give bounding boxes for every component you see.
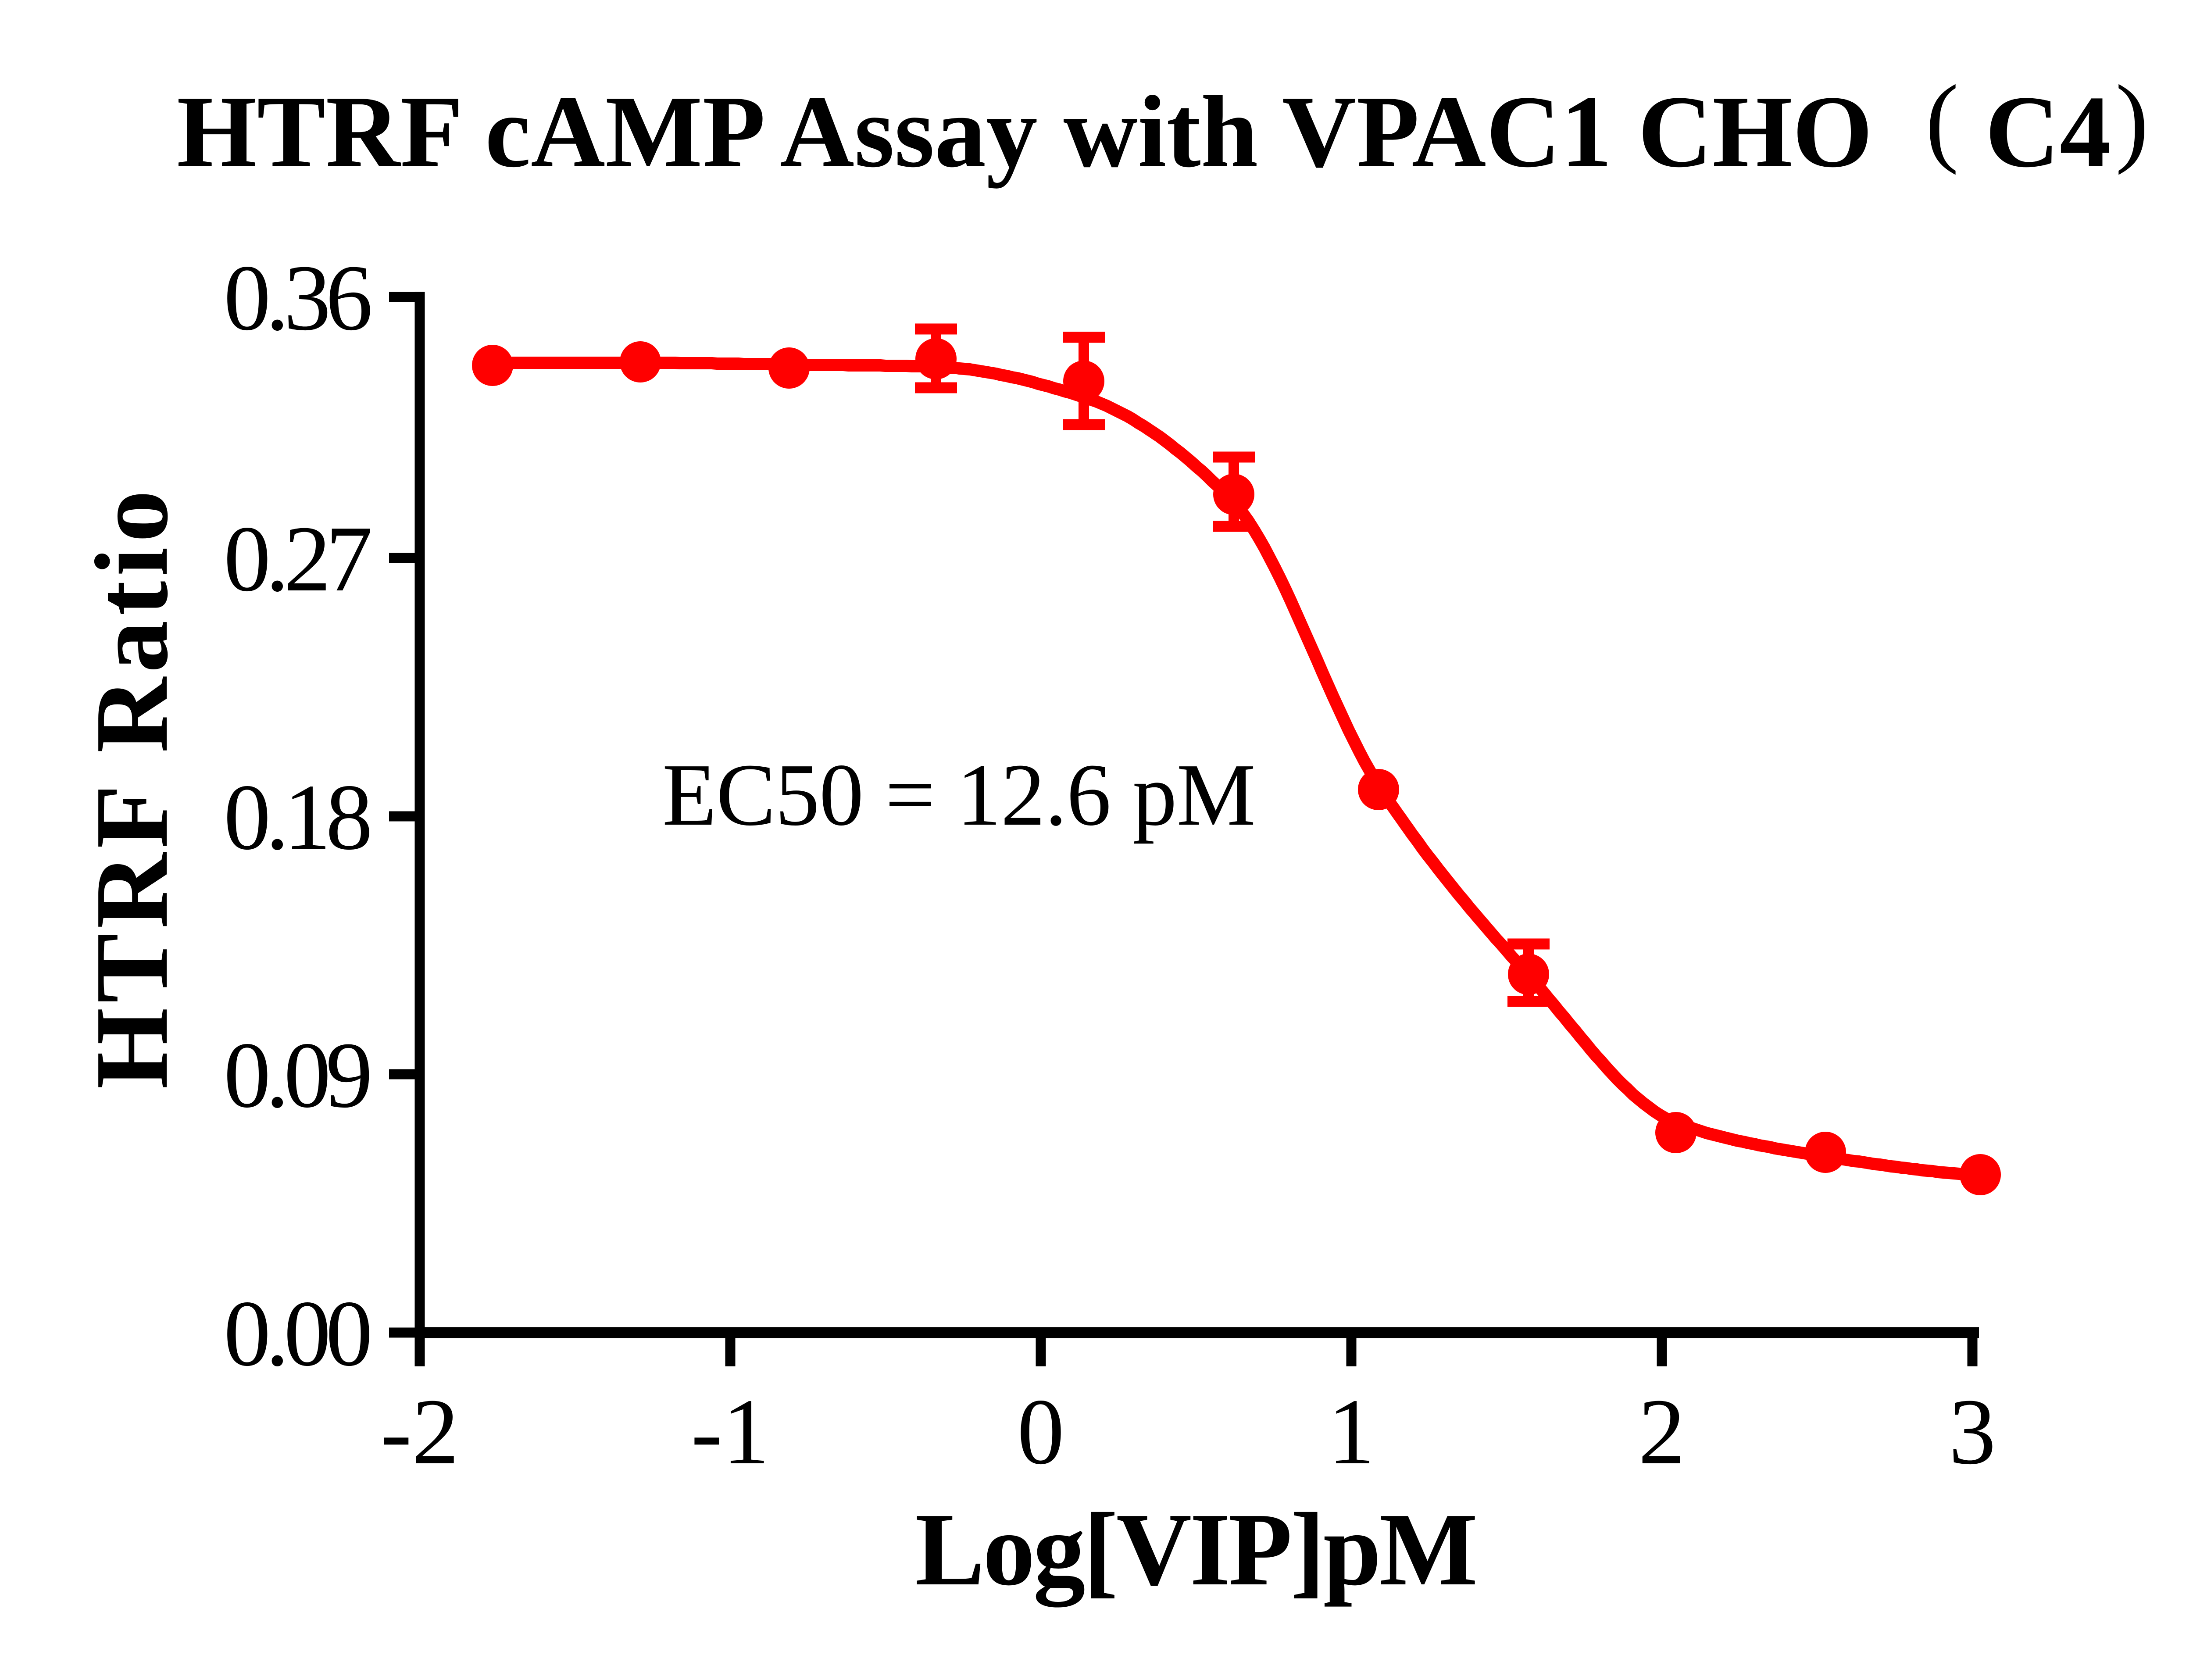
svg-text:C4: C4 bbox=[1985, 75, 2111, 189]
svg-text:0.18: 0.18 bbox=[224, 765, 373, 869]
svg-text:-1: -1 bbox=[691, 1379, 769, 1484]
svg-text:0.36: 0.36 bbox=[224, 245, 373, 350]
svg-text:3: 3 bbox=[1949, 1379, 1996, 1484]
svg-text:(: ( bbox=[1925, 65, 1959, 175]
svg-text:0.00: 0.00 bbox=[224, 1281, 373, 1386]
svg-text:HTRF Ratio: HTRF Ratio bbox=[74, 490, 189, 1089]
svg-text:EC50 = 12.6 pM: EC50 = 12.6 pM bbox=[662, 745, 1256, 844]
svg-text:2: 2 bbox=[1638, 1379, 1686, 1484]
svg-text:): ) bbox=[2115, 65, 2149, 175]
svg-text:Log[VIP]pM: Log[VIP]pM bbox=[915, 1492, 1478, 1607]
svg-text:1: 1 bbox=[1328, 1379, 1375, 1484]
svg-text:0: 0 bbox=[1017, 1379, 1064, 1484]
svg-text:HTRF cAMP Assay with VPAC1 CHO: HTRF cAMP Assay with VPAC1 CHO bbox=[177, 75, 1873, 189]
svg-text:0.09: 0.09 bbox=[224, 1022, 373, 1127]
svg-text:-2: -2 bbox=[380, 1379, 459, 1484]
svg-text:0.27: 0.27 bbox=[224, 506, 373, 611]
